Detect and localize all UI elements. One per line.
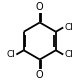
Text: Cl: Cl xyxy=(65,50,74,59)
Text: Cl: Cl xyxy=(6,50,15,59)
Text: O: O xyxy=(35,2,43,12)
Text: Cl: Cl xyxy=(65,23,74,32)
Text: O: O xyxy=(35,70,43,80)
